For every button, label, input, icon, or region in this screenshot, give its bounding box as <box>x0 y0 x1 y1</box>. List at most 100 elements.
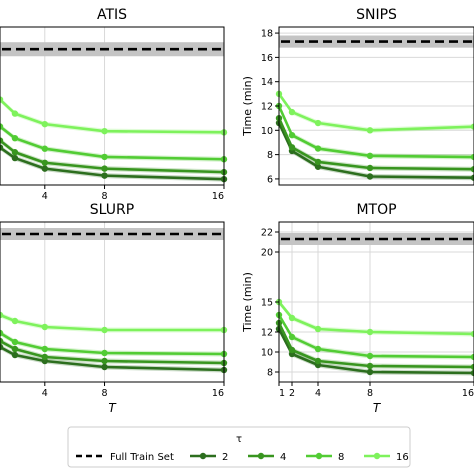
legend-marker-4 <box>257 452 265 460</box>
series-band-8 <box>0 123 224 162</box>
point-16-2 <box>288 108 296 116</box>
x-tick-label: 1 <box>279 388 285 399</box>
point-4-8 <box>366 164 374 172</box>
x-tick-label: 8 <box>102 191 108 202</box>
point-8-2 <box>11 338 19 346</box>
point-4-4 <box>314 357 322 365</box>
point-8-4 <box>314 345 322 353</box>
panel-title: ATIS <box>97 7 127 23</box>
x-tick-label: 8 <box>102 388 108 399</box>
y-tick-label: 20 <box>261 248 273 259</box>
y-tick-label: 12 <box>261 102 273 113</box>
y-axis-label: Time (min) <box>241 272 254 333</box>
point-8-16 <box>470 153 474 161</box>
series-line-16 <box>0 98 225 134</box>
series-line-2 <box>0 345 225 372</box>
point-4-4 <box>41 159 48 166</box>
legend-label-2: 2 <box>222 452 228 463</box>
y-tick-label: 15 <box>261 298 273 309</box>
legend-label-8: 8 <box>338 452 344 463</box>
point-4-1 <box>0 137 4 144</box>
point-8-4 <box>314 145 322 152</box>
panel-3: 1 2 4 8 16 8 10 12 15 20 22 MTOP Time (min) T <box>241 202 474 415</box>
y-axis-label: Time (min) <box>241 76 254 137</box>
panel-1: 6 8 10 12 14 16 18 SNIPS Time (min) <box>241 7 474 186</box>
series-band-16 <box>279 91 474 133</box>
point-2-8 <box>101 363 108 371</box>
series-line-16 <box>277 93 474 132</box>
series-band-2 <box>279 326 474 376</box>
point-8-8 <box>366 152 374 160</box>
point-4-4 <box>314 158 322 166</box>
point-8-1 <box>0 123 4 130</box>
legend-baseline-label: Full Train Set <box>110 452 174 463</box>
point-16-8 <box>101 127 108 135</box>
point-2-16 <box>470 369 474 377</box>
point-2-8 <box>366 173 374 180</box>
y-tick-label: 10 <box>261 126 273 137</box>
point-16-16 <box>470 330 474 338</box>
x-tick-label: 16 <box>212 388 224 399</box>
point-16-4 <box>41 323 48 331</box>
point-8-8 <box>101 349 108 357</box>
baseline-band <box>279 35 474 48</box>
baseline-band <box>0 228 224 240</box>
point-16-4 <box>41 120 48 128</box>
point-8-2 <box>288 333 296 341</box>
series-line-16 <box>277 301 474 336</box>
legend-marker-2 <box>199 452 207 460</box>
point-16-2 <box>11 110 19 117</box>
y-tick-label: 6 <box>267 174 273 185</box>
point-2-2 <box>11 351 19 359</box>
x-tick-label: 8 <box>367 388 373 399</box>
legend: τ Full Train Set 2 4 8 16 <box>67 426 411 468</box>
point-2-2 <box>11 154 19 162</box>
point-4-16 <box>470 166 474 173</box>
point-8-8 <box>366 352 374 360</box>
y-tick-label: 12 <box>261 328 273 339</box>
panel-title: SLURP <box>90 202 134 218</box>
point-2-8 <box>366 368 374 376</box>
point-16-2 <box>288 314 296 322</box>
point-4-16 <box>470 363 474 371</box>
baseline-band <box>0 42 224 57</box>
y-tick-label: 18 <box>261 29 273 40</box>
point-2-1 <box>0 343 4 351</box>
y-tick-label: 8 <box>267 150 273 161</box>
point-4-4 <box>41 353 48 361</box>
x-tick-label: 16 <box>212 191 224 202</box>
point-16-16 <box>470 123 474 130</box>
x-tick-label: 2 <box>289 388 295 399</box>
point-4-2 <box>11 149 19 156</box>
series-band-8 <box>279 312 474 360</box>
point-8-2 <box>288 131 296 139</box>
point-2-8 <box>101 172 108 179</box>
point-2-1 <box>0 144 4 151</box>
panel-title: SNIPS <box>356 7 397 23</box>
x-tick-label: 4 <box>42 191 48 202</box>
point-8-16 <box>470 353 474 361</box>
panel-0: 4 8 16 ATIS <box>0 7 228 202</box>
point-4-2 <box>11 345 19 353</box>
series-band-4 <box>279 320 474 370</box>
point-16-8 <box>366 127 374 134</box>
axes-frame <box>0 221 225 383</box>
x-axis-label: T <box>108 401 117 415</box>
baseline-band <box>279 233 474 245</box>
point-2-4 <box>41 165 48 172</box>
x-tick-label: 16 <box>462 388 474 399</box>
y-tick-label: 16 <box>261 53 273 64</box>
point-16-1 <box>0 311 4 319</box>
x-axis-label: T <box>373 401 382 415</box>
point-4-2 <box>288 144 296 151</box>
point-16-8 <box>101 326 108 334</box>
point-8-2 <box>11 134 19 142</box>
series-band-16 <box>279 299 474 337</box>
point-4-1 <box>0 337 4 345</box>
point-16-8 <box>366 328 374 336</box>
panel-title: MTOP <box>356 202 396 218</box>
legend-entries: 2 4 8 16 <box>190 452 409 463</box>
point-16-1 <box>0 96 4 103</box>
